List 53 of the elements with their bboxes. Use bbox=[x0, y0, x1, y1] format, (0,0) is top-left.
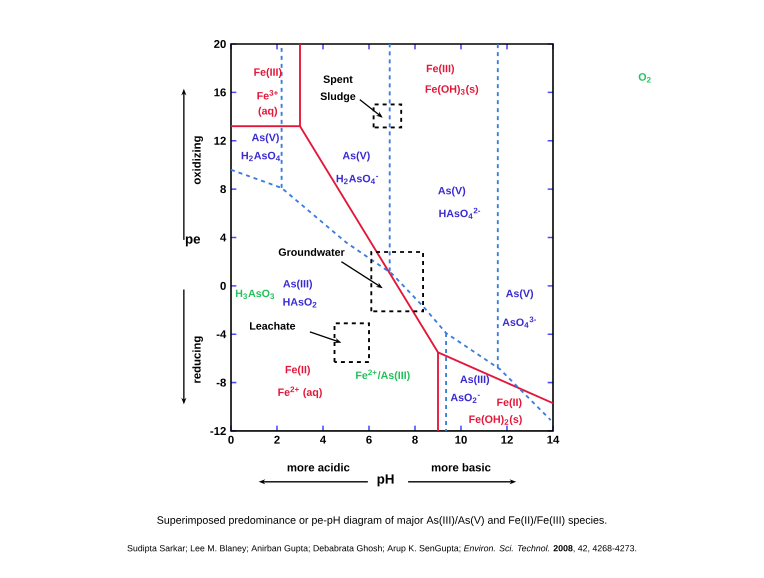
annotation: Fe$^{2+}$/As(III) bbox=[356, 370, 410, 382]
annotation: Fe(II) bbox=[286, 366, 310, 376]
annotation: Fe(OH)$_{3}$(s) bbox=[426, 84, 478, 95]
text: Sudipta Sarkar; Lee M. Blaney; Anirban Gupta; Debabrata Ghosh; Arup K. SenGupta; Environ. Sci. Technol. 2008, 42, 4268-4273. bbox=[127, 544, 636, 554]
annotation: As(V) bbox=[438, 186, 466, 197]
annotation: As(III) bbox=[283, 280, 312, 290]
text: more acidic bbox=[288, 463, 350, 472]
annotation: Fe$^{3+}$ bbox=[257, 90, 278, 100]
y-tick-label: 12 bbox=[214, 136, 226, 145]
y-tick-label: -4 bbox=[216, 330, 226, 338]
annotation: AsO$_{2}$- bbox=[450, 394, 480, 404]
y-axis-title: pe bbox=[186, 236, 200, 246]
annotation: Spent bbox=[323, 75, 353, 86]
text: oxidizing bbox=[192, 136, 203, 184]
annotation: Fe$^{2+}$ (aq) bbox=[278, 386, 322, 398]
text: reducing bbox=[192, 336, 203, 383]
annotation: Groundwater bbox=[278, 248, 345, 256]
x-tick-label: 0 bbox=[228, 436, 234, 444]
annotation: As(V) bbox=[342, 151, 370, 162]
annotation: Sludge bbox=[320, 92, 356, 102]
x-tick-label: 12 bbox=[501, 436, 513, 444]
y-tick-label: 16 bbox=[214, 88, 226, 96]
x-tick-label: 4 bbox=[320, 436, 326, 444]
annotation: As(V) bbox=[506, 289, 534, 300]
annotation: As(V) bbox=[252, 133, 279, 144]
x-tick-label: 10 bbox=[455, 436, 467, 444]
annotation: Fe(II) bbox=[497, 398, 522, 408]
annotation: H$_{2}$AsO$_{4}$- bbox=[336, 174, 378, 184]
y-tick-label: 20 bbox=[214, 40, 226, 48]
y-tick-label: 8 bbox=[220, 185, 226, 194]
annotation: (aq) bbox=[258, 106, 278, 117]
annotation: AsO$_{4}$3- bbox=[502, 316, 536, 328]
annotation: Fe(III) bbox=[426, 64, 454, 74]
text: O$_{2}$ bbox=[638, 73, 651, 83]
x-tick-label: 6 bbox=[366, 436, 372, 444]
annotation: H$_{2}$AsO$_{4}$ bbox=[242, 152, 280, 162]
annotation: HAsO$_{4}$2- bbox=[439, 208, 480, 219]
annotation: HAsO$_{2}$ bbox=[283, 298, 316, 308]
x-axis-title: pH bbox=[378, 474, 394, 486]
annotation: Leachate bbox=[250, 322, 296, 330]
annotation: H$_{3}$AsO$_{3}$ bbox=[236, 290, 274, 300]
y-tick-label: -8 bbox=[216, 378, 226, 387]
text: more basic bbox=[432, 463, 491, 472]
y-tick-label: 4 bbox=[220, 234, 226, 242]
x-tick-label: 14 bbox=[547, 436, 560, 444]
x-tick-label: 2 bbox=[274, 436, 280, 444]
annotation: Fe(OH)$_{2}$(s) bbox=[469, 415, 522, 426]
y-tick-label: 0 bbox=[220, 282, 226, 290]
y-tick-label: -12 bbox=[210, 427, 226, 435]
text: Superimposed predominance or pe-pH diagram of major As(III)/As(V) and Fe(II)/Fe(III) species. bbox=[157, 516, 606, 526]
annotation: As(III) bbox=[460, 375, 490, 386]
x-tick-label: 8 bbox=[412, 436, 418, 444]
annotation: Fe(III) bbox=[254, 68, 282, 78]
